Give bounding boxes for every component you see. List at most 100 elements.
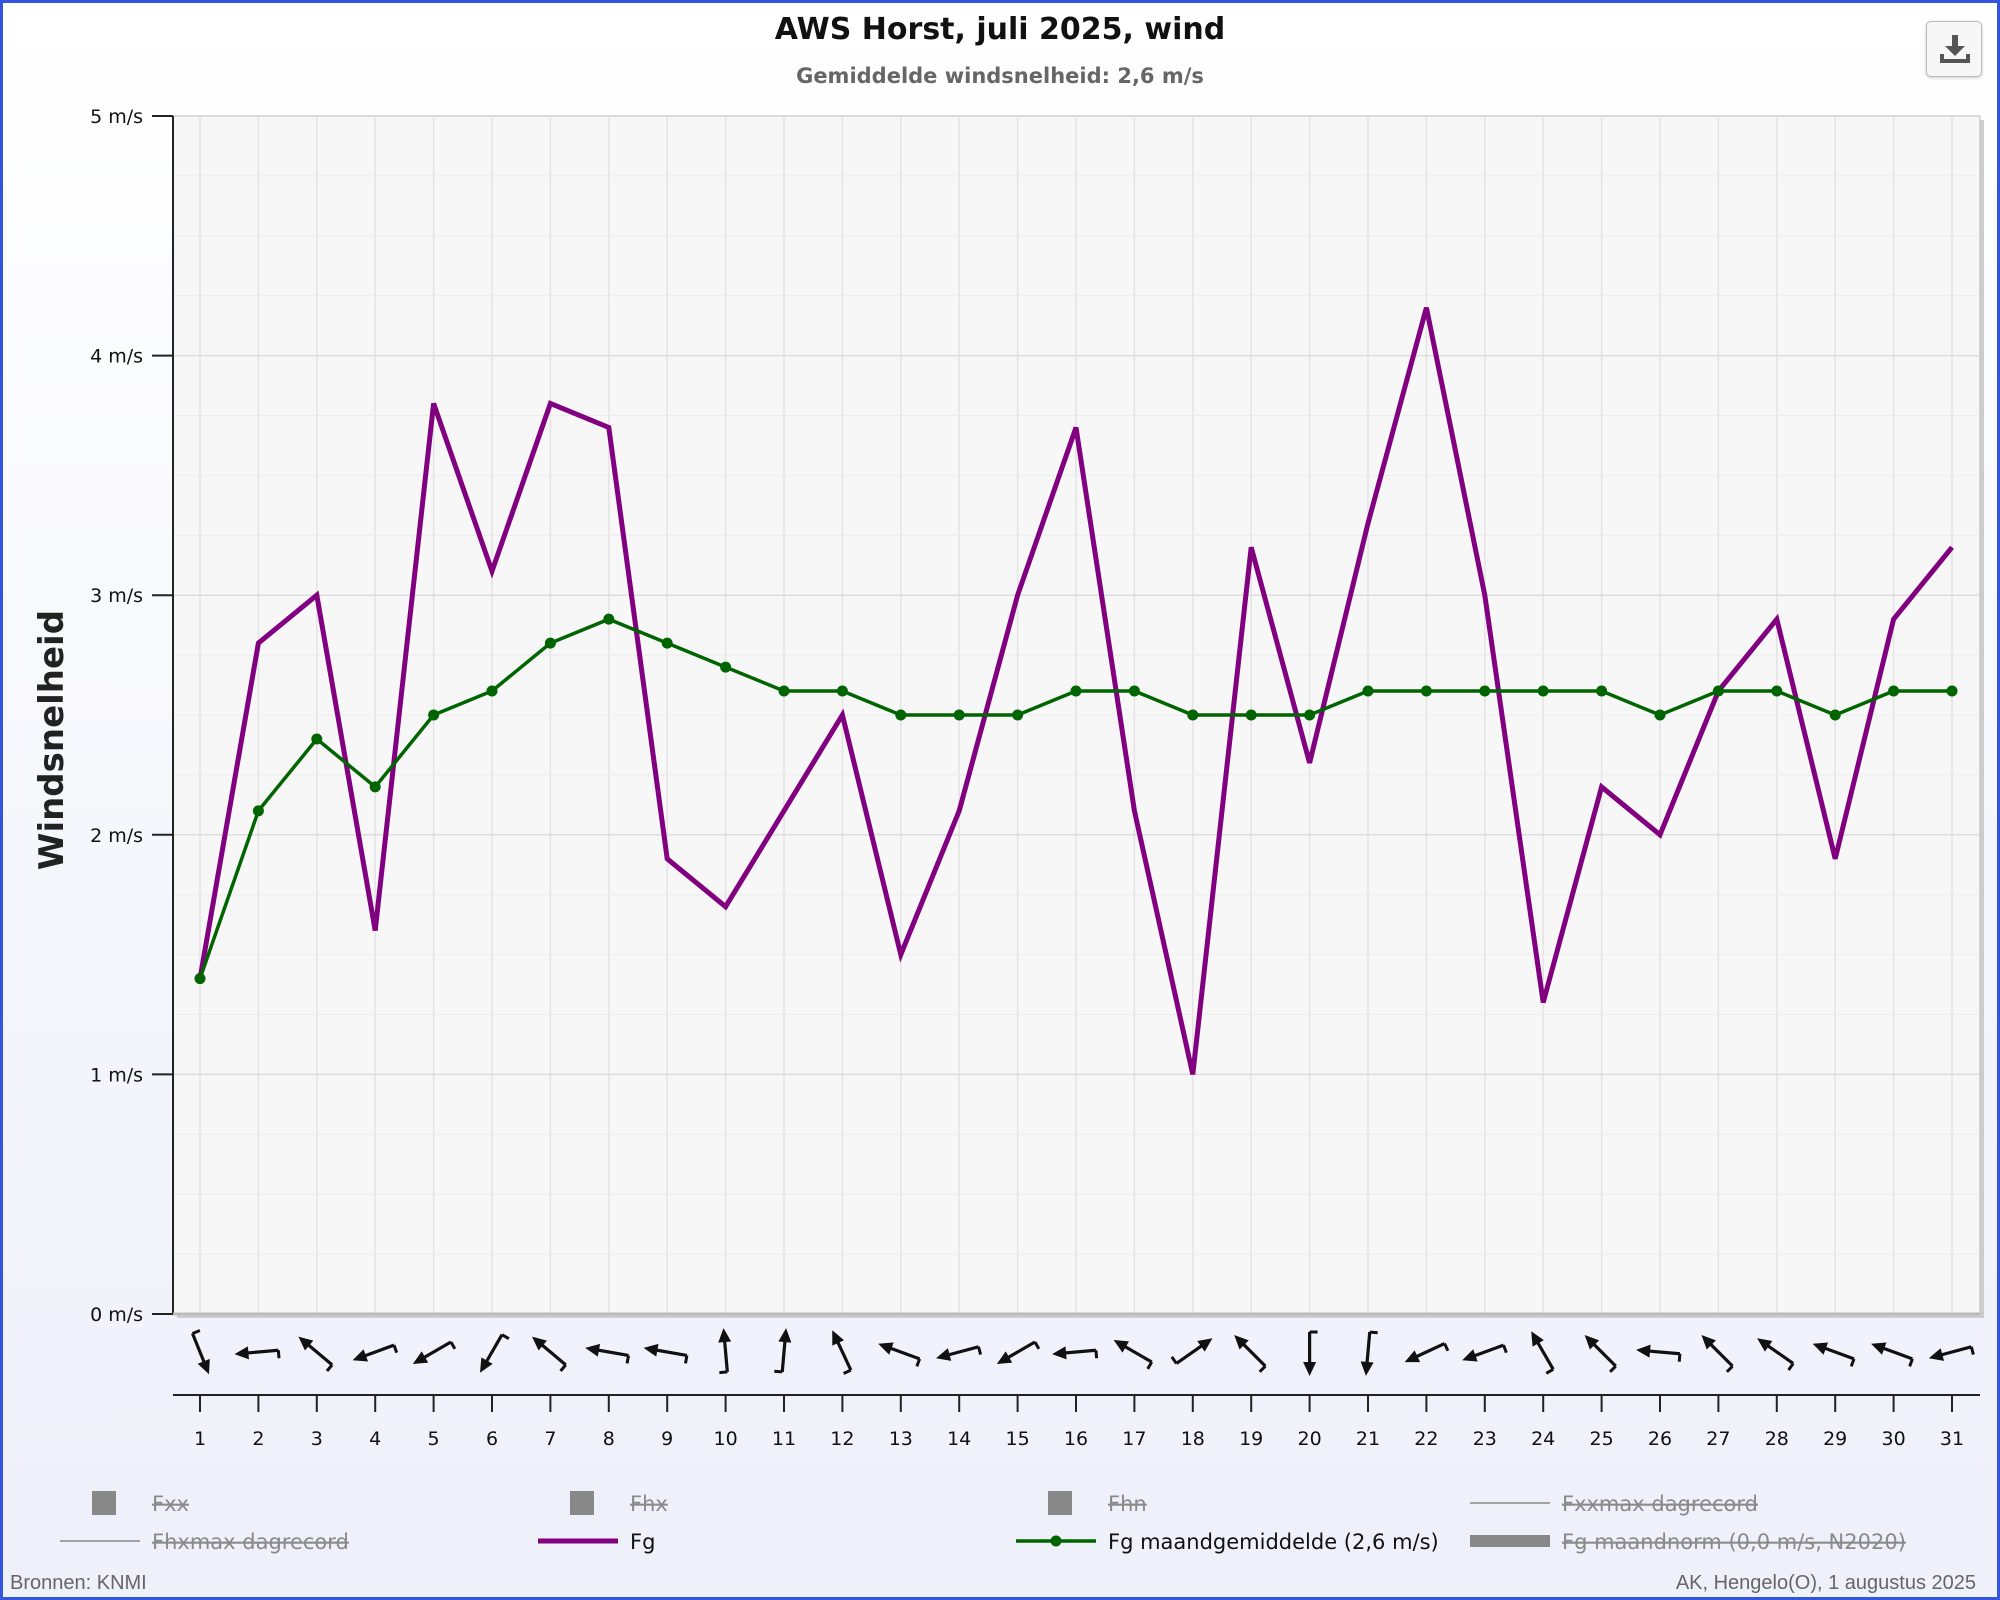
series-point-fg-mean <box>1829 709 1841 721</box>
legend-label: Fhn <box>1108 1492 1147 1516</box>
x-tick-label: 6 <box>486 1428 498 1450</box>
series-point-fg-mean <box>1012 709 1024 721</box>
series-point-fg-mean <box>1420 685 1432 697</box>
wind-direction-arrow <box>936 1345 983 1361</box>
legend-item[interactable]: Fhxmax dagrecord <box>60 1530 349 1554</box>
legend-item[interactable]: Fxx <box>92 1491 189 1516</box>
x-tick-label: 1 <box>194 1428 206 1450</box>
wind-direction-arrow <box>1812 1342 1856 1367</box>
y-tick-label: 5 m/s <box>90 106 143 128</box>
series-point-fg-mean <box>1712 685 1724 697</box>
series-point-fg-mean <box>428 709 440 721</box>
legend-item[interactable]: Fhx <box>570 1491 668 1516</box>
chart-title: AWS Horst, juli 2025, wind <box>774 12 1226 47</box>
y-axis-title: Windsnelheid <box>32 610 72 870</box>
series-point-fg-mean <box>1654 709 1666 721</box>
footer-credit: AK, Hengelo(O), 1 augustus 2025 <box>1675 1572 1976 1594</box>
series-point-fg-mean <box>1362 685 1374 697</box>
wind-direction-arrow <box>1462 1343 1508 1362</box>
series-point-fg-mean <box>1070 685 1082 697</box>
wind-direction-arrow <box>298 1336 334 1372</box>
legend-item[interactable]: Fg maandnorm (0,0 m/s, N2020) <box>1470 1530 1906 1554</box>
series-point-fg-mean <box>720 661 732 673</box>
series-point-fg-mean <box>1888 685 1900 697</box>
download-button[interactable] <box>1926 21 1982 77</box>
x-tick-label: 20 <box>1298 1428 1322 1450</box>
x-tick-label: 2 <box>252 1428 264 1450</box>
series-point-fg-mean <box>369 781 381 793</box>
series-point-fg-mean <box>252 805 264 817</box>
wind-direction-arrow <box>1871 1342 1914 1367</box>
legend-item[interactable]: Fg maandgemiddelde (2,6 m/s) <box>1016 1530 1439 1554</box>
legend-label: Fhx <box>630 1492 668 1516</box>
wind-direction-arrow <box>1234 1335 1267 1373</box>
series-point-fg-mean <box>1771 685 1783 697</box>
series-point-fg-mean <box>1187 709 1199 721</box>
wind-direction-arrow <box>1360 1330 1378 1376</box>
wind-direction-arrow <box>585 1343 630 1364</box>
wind-direction-arrow <box>352 1343 399 1362</box>
wind-direction-arrow <box>532 1336 567 1372</box>
wind-direction-arrow <box>1404 1342 1450 1363</box>
series-point-fg-mean <box>661 637 673 649</box>
wind-direction-arrow <box>1531 1331 1555 1375</box>
wind-direction-arrow <box>1928 1345 1975 1361</box>
x-tick-label: 26 <box>1648 1428 1672 1450</box>
x-tick-label: 19 <box>1239 1428 1263 1450</box>
wind-direction-arrow <box>480 1333 510 1373</box>
x-tick-label: 30 <box>1882 1428 1906 1450</box>
series-point-fg-mean <box>311 733 323 745</box>
series-point-fg-mean <box>544 637 556 649</box>
series-point-fg-mean <box>778 685 790 697</box>
series-point-fg-mean <box>1304 709 1316 721</box>
x-tick-label: 9 <box>661 1428 673 1450</box>
legend-label: Fg <box>630 1530 655 1554</box>
legend-label: Fg maandnorm (0,0 m/s, N2020) <box>1562 1530 1906 1554</box>
download-icon <box>1940 35 1970 63</box>
legend-symbol <box>1048 1491 1072 1515</box>
y-tick-label: 0 m/s <box>90 1304 143 1326</box>
legend-label: Fxxmax dagrecord <box>1562 1492 1758 1516</box>
wind-direction-arrow <box>774 1328 792 1374</box>
wind-direction-arrow <box>878 1342 922 1367</box>
wind-direction-arrow <box>996 1340 1041 1364</box>
legend-item[interactable]: Fxxmax dagrecord <box>1470 1492 1758 1516</box>
footer-source: Bronnen: KNMI <box>10 1572 147 1594</box>
x-tick-label: 3 <box>311 1428 323 1450</box>
series-point-fg-mean <box>1596 685 1608 697</box>
series-point-fg-mean <box>953 709 965 721</box>
legend-label: Fxx <box>152 1492 189 1516</box>
wind-direction-arrow <box>832 1330 853 1375</box>
x-tick-label: 15 <box>1006 1428 1030 1450</box>
series-point-fg-mean <box>194 973 206 985</box>
x-tick-label: 17 <box>1122 1428 1146 1450</box>
legend-symbol <box>92 1491 116 1515</box>
x-tick-label: 7 <box>544 1428 556 1450</box>
wind-direction-arrow <box>718 1328 732 1375</box>
x-tick-label: 16 <box>1064 1428 1088 1450</box>
series-point-fg-mean <box>1128 685 1140 697</box>
x-tick-label: 11 <box>772 1428 796 1450</box>
series-point-fg-mean <box>1946 685 1958 697</box>
series-line-fg <box>197 307 1954 1075</box>
y-tick-label: 1 m/s <box>90 1064 143 1086</box>
y-tick-label: 2 m/s <box>90 825 143 847</box>
wind-direction-arrow <box>1757 1338 1795 1371</box>
x-tick-label: 22 <box>1414 1428 1438 1450</box>
x-tick-label: 13 <box>889 1428 913 1450</box>
wind-direction-arrow <box>643 1343 689 1364</box>
x-tick-label: 8 <box>603 1428 615 1450</box>
series-point-fg-mean <box>1479 685 1491 697</box>
legend-item[interactable]: Fhn <box>1048 1491 1147 1516</box>
wind-direction-arrow <box>1701 1335 1734 1373</box>
series-point-fg-mean <box>1537 685 1549 697</box>
legend-item[interactable]: Fg <box>538 1530 655 1554</box>
x-tick-label: 10 <box>714 1428 738 1450</box>
wind-direction-arrow <box>1170 1338 1213 1365</box>
series-point-fg-mean <box>486 685 498 697</box>
x-tick-label: 21 <box>1356 1428 1380 1450</box>
wind-direction-arrow <box>234 1346 281 1360</box>
series-point-fg-mean <box>603 613 615 625</box>
legend-symbol <box>570 1491 594 1515</box>
